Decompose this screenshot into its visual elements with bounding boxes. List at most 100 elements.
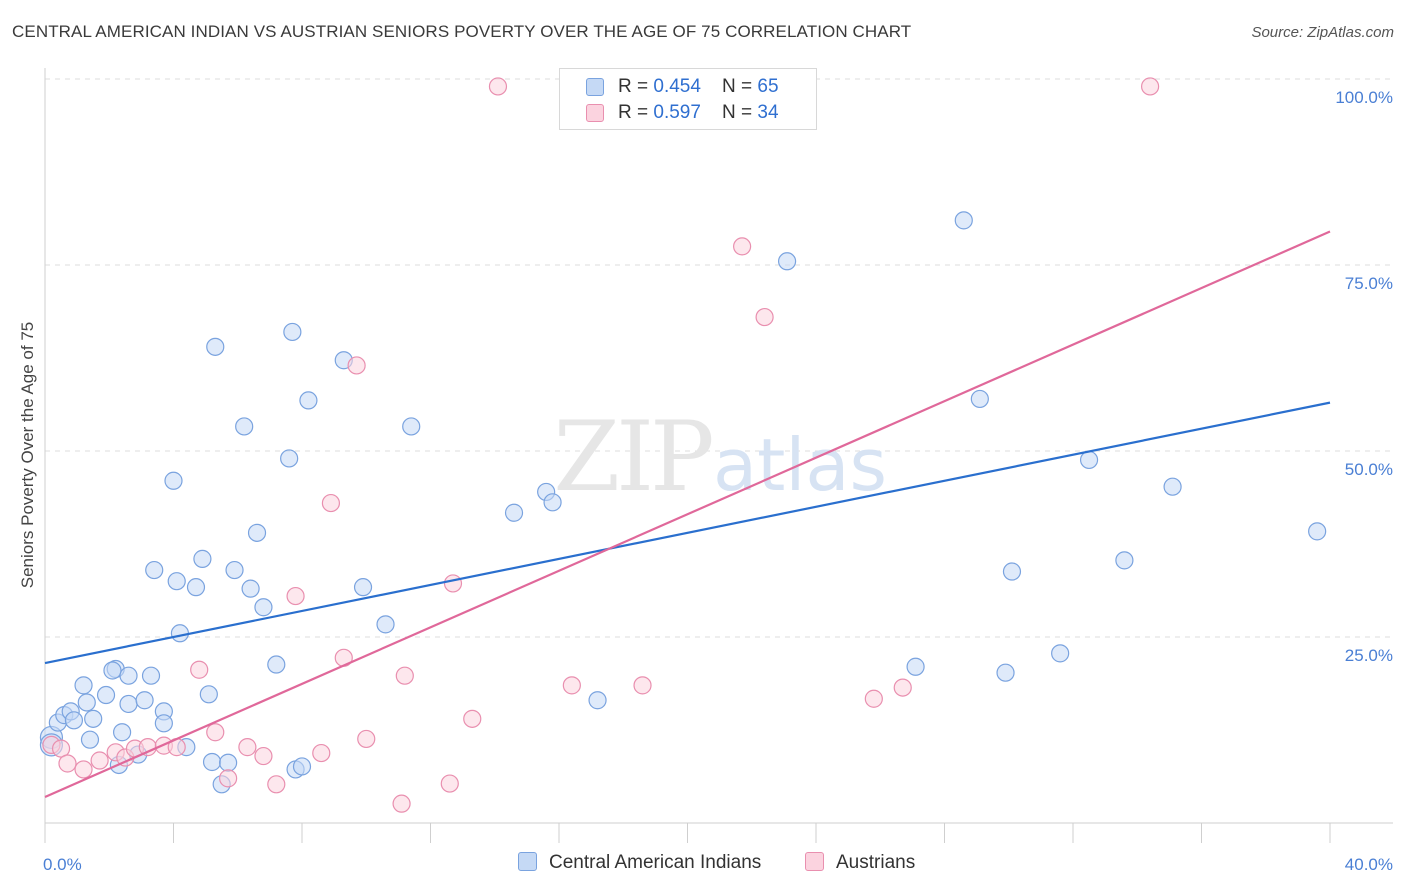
- data-point: [954, 211, 973, 230]
- data-point: [103, 661, 122, 680]
- data-point: [74, 676, 93, 695]
- x-tick-label-1: 40.0%: [1345, 855, 1393, 874]
- watermark-zip: ZIP: [553, 401, 712, 513]
- data-point: [1140, 77, 1160, 96]
- data-point: [1115, 551, 1134, 570]
- data-point: [299, 391, 318, 410]
- legend-r-label: R =: [618, 102, 654, 123]
- trend-lines: [44, 230, 1331, 798]
- y-tick-label-2: 75.0%: [1345, 274, 1393, 293]
- data-point: [119, 666, 138, 685]
- data-point: [864, 689, 883, 708]
- data-point: [84, 709, 103, 728]
- data-point: [58, 754, 77, 773]
- data-point: [292, 757, 312, 776]
- bottom-legend-label: Central American Indians: [549, 852, 762, 873]
- data-point: [138, 738, 157, 757]
- data-point: [267, 775, 286, 794]
- data-point: [376, 615, 395, 634]
- data-point: [80, 730, 100, 749]
- data-point: [321, 493, 341, 513]
- data-point: [970, 389, 989, 409]
- source-label: Source: ZipAtlas.com: [1251, 24, 1394, 41]
- data-point: [238, 738, 257, 757]
- bottom-legend-label: Austrians: [836, 852, 916, 873]
- legend-n-value: 34: [757, 102, 779, 123]
- data-point: [170, 624, 190, 643]
- data-point: [141, 666, 161, 685]
- data-point: [280, 449, 299, 468]
- legend-text-blue: R = 0.454 N = 65: [618, 76, 779, 98]
- data-point: [440, 774, 459, 793]
- data-point: [219, 769, 238, 788]
- bottom-legend-austrians: Austrians: [805, 852, 915, 874]
- tick-labels: 25.0% 50.0% 75.0% 100.0% 0.0% 40.0%: [43, 88, 1393, 874]
- x-tick-label-0: 0.0%: [43, 855, 82, 874]
- data-point: [755, 307, 774, 327]
- data-point: [347, 356, 366, 375]
- y-tick-label-1: 50.0%: [1345, 460, 1393, 479]
- data-point: [225, 560, 244, 580]
- data-point: [395, 666, 414, 685]
- data-point: [733, 237, 752, 256]
- data-point: [402, 417, 421, 436]
- data-point: [135, 691, 154, 710]
- data-point: [283, 322, 302, 342]
- data-point: [893, 678, 912, 697]
- bottom-legend-swatch-blue: [518, 852, 537, 871]
- data-point: [77, 693, 96, 712]
- data-point: [443, 574, 463, 593]
- data-point: [64, 711, 84, 730]
- data-point: [1051, 644, 1070, 663]
- correlation-legend: R = 0.454 N = 65 R = 0.597 N = 34: [559, 68, 817, 130]
- data-point: [190, 660, 209, 679]
- data-point: [1163, 477, 1182, 496]
- data-point: [353, 578, 373, 597]
- data-point: [1079, 450, 1099, 470]
- data-point: [392, 794, 411, 813]
- data-point: [633, 676, 652, 695]
- trend-line-pink: [44, 230, 1331, 798]
- data-point: [906, 657, 925, 676]
- data-point: [562, 676, 581, 695]
- data-point: [996, 663, 1015, 682]
- data-point: [254, 746, 273, 766]
- y-tick-label-3: 100.0%: [1335, 88, 1393, 107]
- data-point: [154, 714, 173, 733]
- data-point: [254, 598, 273, 617]
- data-point: [235, 417, 254, 436]
- legend-r-value: 0.597: [653, 102, 701, 123]
- data-point: [96, 685, 116, 705]
- trend-line-blue: [44, 401, 1331, 665]
- data-point: [247, 523, 267, 542]
- data-point: [1002, 562, 1022, 581]
- legend-n-value: 65: [757, 76, 779, 97]
- data-point: [202, 752, 222, 772]
- chart-title: CENTRAL AMERICAN INDIAN VS AUSTRIAN SENI…: [12, 22, 912, 41]
- data-point: [1308, 522, 1327, 541]
- data-point: [145, 560, 164, 580]
- legend-swatch-blue: [586, 78, 604, 96]
- legend-swatch-pink: [586, 104, 604, 122]
- legend-r-value: 0.454: [653, 76, 701, 97]
- data-point: [112, 723, 132, 742]
- data-point: [357, 729, 376, 749]
- data-point: [777, 252, 797, 271]
- data-point: [186, 578, 206, 597]
- series-austrians: [42, 77, 1160, 813]
- legend-text-pink: R = 0.597 N = 34: [618, 102, 779, 124]
- data-point: [488, 77, 508, 96]
- bottom-legend-swatch-pink: [805, 852, 824, 871]
- data-point: [206, 337, 225, 356]
- data-point: [286, 586, 305, 606]
- data-point: [241, 579, 260, 598]
- data-point: [312, 743, 331, 763]
- data-point: [199, 685, 218, 704]
- axes: [44, 68, 1393, 843]
- data-point: [543, 493, 562, 512]
- legend-n-label: N =: [722, 102, 758, 123]
- data-point: [267, 655, 286, 674]
- data-point: [167, 572, 186, 591]
- data-point: [219, 753, 238, 772]
